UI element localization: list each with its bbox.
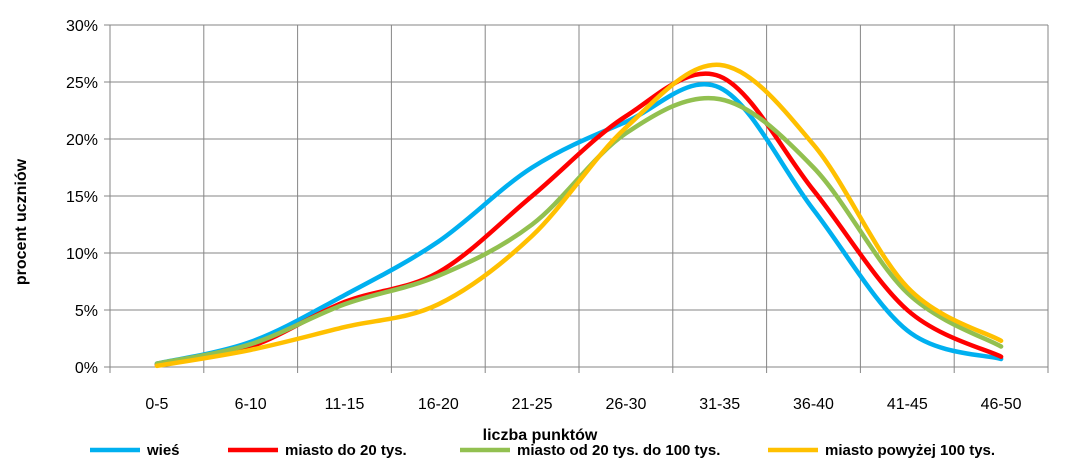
y-tick-label: 25%: [66, 75, 98, 92]
legend-label: wieś: [146, 442, 180, 459]
legend-label: miasto powyżej 100 tys.: [825, 442, 995, 459]
x-tick-label: 26-30: [605, 396, 646, 413]
x-tick-label: 41-45: [887, 396, 928, 413]
x-tick-label: 21-25: [512, 396, 553, 413]
x-tick-label: 31-35: [699, 396, 740, 413]
x-tick-label: 0-5: [145, 396, 168, 413]
x-tick-label: 6-10: [235, 396, 267, 413]
series-line-4: [154, 62, 1004, 369]
legend: wieś miasto do 20 tys. miasto od 20 tys. d…: [90, 442, 995, 459]
y-axis-title: procent uczniów: [13, 158, 30, 285]
grid-lines: [104, 24, 1049, 373]
x-tick-label: 16-20: [418, 396, 459, 413]
legend-label: miasto do 20 tys.: [285, 442, 407, 459]
y-axis-ticks: 0% 5% 10% 15% 20% 25% 30%: [66, 18, 98, 377]
y-tick-label: 5%: [75, 303, 98, 320]
series-lines: [154, 62, 1004, 369]
x-axis-ticks: 0-5 6-10 11-15 16-20 21-25 26-30 31-35 36-40 41-…: [145, 396, 1021, 413]
y-tick-label: 10%: [66, 246, 98, 263]
x-axis-title: liczba punktów: [483, 427, 598, 444]
x-tick-label: 46-50: [981, 396, 1022, 413]
y-tick-label: 20%: [66, 132, 98, 149]
legend-label: miasto od 20 tys. do 100 tys.: [517, 442, 720, 459]
y-tick-label: 30%: [66, 18, 98, 35]
x-tick-label: 11-15: [325, 396, 365, 413]
x-tick-label: 36-40: [793, 396, 834, 413]
y-tick-label: 15%: [66, 189, 98, 206]
y-tick-label: 0%: [75, 360, 98, 377]
